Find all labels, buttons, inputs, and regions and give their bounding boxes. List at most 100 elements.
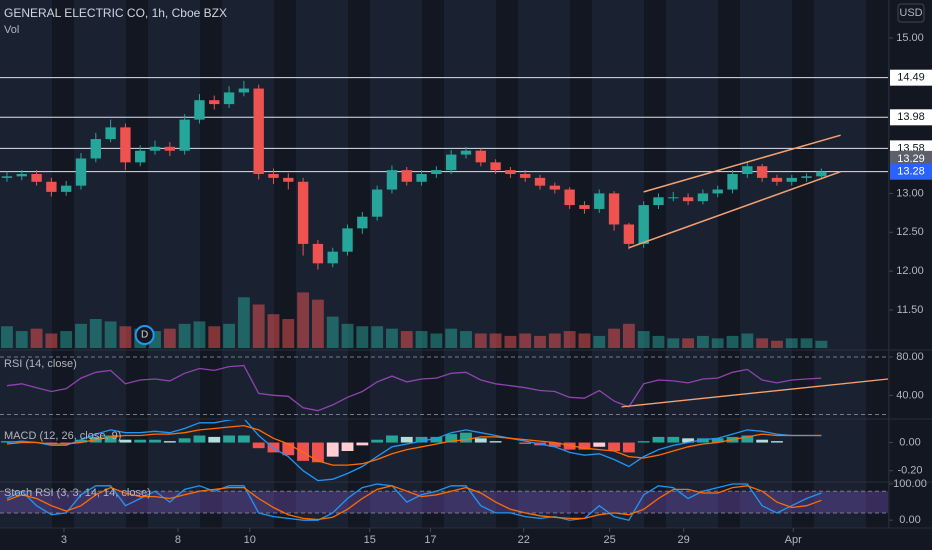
candle-body (179, 119, 190, 151)
macd-histogram-bar (237, 435, 250, 443)
volume-bar (667, 338, 680, 348)
price-axis-bg (889, 0, 932, 550)
volume-bar (593, 335, 606, 348)
macd-histogram-bar (548, 442, 561, 447)
volume-bar (800, 338, 813, 348)
macd-histogram-bar (415, 436, 428, 443)
macd-histogram-bar (149, 439, 161, 443)
candle-body (46, 181, 57, 192)
rsi-pane (0, 356, 888, 416)
candle-body (297, 181, 309, 244)
candle-body (653, 197, 664, 206)
volume-bar (386, 328, 398, 348)
level-label: 13.98 (897, 111, 925, 123)
level-label: 14.49 (897, 72, 925, 84)
macd-histogram-bar (622, 442, 635, 453)
price-tick-label: 12.00 (896, 265, 924, 277)
macd-histogram-bar (696, 438, 709, 443)
macd-histogram-bar (637, 441, 650, 443)
macd-histogram-bar (756, 439, 769, 443)
candle-body (623, 224, 635, 244)
volume-bar (60, 331, 73, 348)
candle-body (120, 127, 131, 163)
volume-bar (726, 335, 739, 348)
volume-bar (682, 338, 695, 348)
volume-bar (785, 338, 798, 348)
macd-histogram-bar (489, 441, 502, 443)
volume-bar (45, 333, 58, 348)
candle-body (283, 177, 294, 182)
volume-bar (474, 333, 487, 348)
macd-histogram-bar (519, 442, 532, 444)
candle-body (16, 174, 27, 177)
volume-bar (356, 326, 369, 348)
x-tick-label: 3 (61, 534, 67, 546)
dividend-marker-label: D (141, 330, 148, 341)
candle-body (712, 189, 723, 194)
macd-histogram-bar (178, 438, 191, 443)
macd-histogram-bar (163, 441, 176, 443)
candle-body (816, 171, 827, 177)
candle-body (90, 139, 101, 159)
level-label-box (890, 109, 932, 126)
volume-bar (637, 331, 650, 348)
candle-body (31, 174, 42, 182)
macd-histogram-bar (430, 436, 443, 443)
volume-bar (30, 328, 43, 348)
volume-bar (104, 321, 117, 348)
volume-bar (741, 333, 754, 348)
candle-body (801, 176, 812, 178)
level-label-box (890, 69, 932, 86)
macd-histogram-bar (578, 442, 591, 450)
volume-bar (282, 319, 295, 348)
macd-histogram-bar (208, 436, 221, 443)
macd-histogram-bar (75, 439, 87, 443)
volume-title: Vol (4, 24, 19, 36)
volume-bar (119, 326, 132, 348)
x-tick-label: 29 (678, 534, 690, 546)
volume-bar (1, 326, 13, 348)
x-tick-label: 15 (364, 534, 376, 546)
macd-tick-label: -0.20 (897, 465, 922, 477)
macd-title: MACD (12, 26, close, 9) (4, 430, 121, 442)
x-tick-label: Apr (785, 534, 802, 546)
candle-body (327, 251, 338, 264)
candle-body (105, 127, 116, 140)
macd-histogram-bar (311, 442, 324, 463)
dividend-marker (134, 325, 155, 345)
price-tick-label: 11.50 (897, 304, 924, 316)
candle-body (386, 170, 398, 190)
candle-body (61, 185, 72, 192)
candle-body (209, 100, 220, 105)
macd-histogram-bar (711, 438, 724, 443)
candle-body (460, 150, 472, 155)
stoch-band-fill (0, 491, 888, 513)
volume-bar (15, 331, 28, 348)
candle-body (505, 170, 516, 174)
macd-tick-label: 0.00 (899, 436, 920, 448)
rsi-title: RSI (14, close) (4, 358, 77, 370)
volume-bar (252, 304, 265, 348)
candle-body (164, 146, 176, 151)
macd-histogram-bar (386, 435, 398, 443)
macd-histogram-bar (104, 435, 117, 443)
macd-histogram-bar (356, 442, 369, 446)
currency-box[interactable] (897, 3, 925, 23)
x-tick-label: 10 (244, 534, 256, 546)
volume-bar (489, 333, 502, 348)
candle-body (445, 154, 457, 171)
candle-body (549, 185, 561, 190)
rsi-trend-line (621, 378, 888, 408)
volume-bar (371, 326, 384, 348)
candle-body (75, 158, 87, 186)
macd-histogram-bar (741, 435, 754, 443)
macd-histogram-bar (1, 441, 13, 443)
macd-histogram-bar (474, 438, 487, 443)
volume-bar (415, 331, 428, 348)
indicator-line (6, 424, 822, 466)
macd-histogram-bar (341, 442, 354, 451)
x-tick-label: 8 (175, 534, 181, 546)
volume-bar (223, 323, 235, 348)
macd-histogram-bar (682, 438, 695, 443)
